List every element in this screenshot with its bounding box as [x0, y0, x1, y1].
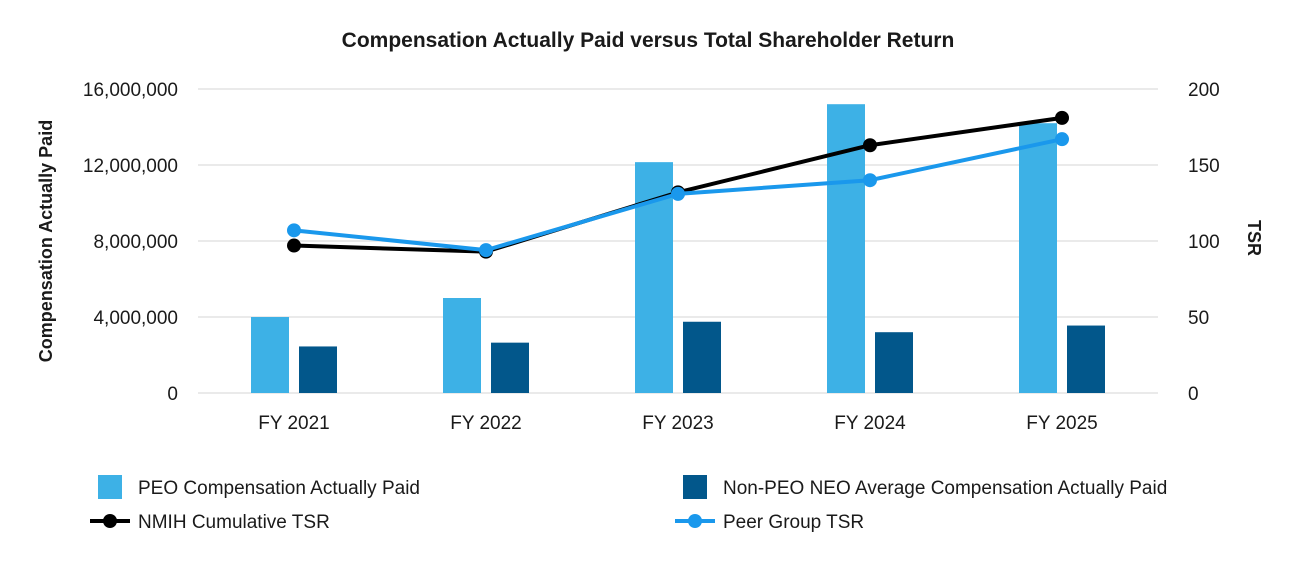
- bar-non-peo: [875, 332, 913, 393]
- legend-label: NMIH Cumulative TSR: [138, 512, 330, 533]
- y2-tick-label: 50: [1188, 308, 1209, 329]
- point-peer-tsr: [863, 173, 877, 188]
- y-tick-label: 4,000,000: [93, 308, 178, 329]
- chart-title: Compensation Actually Paid versus Total …: [342, 29, 955, 52]
- y-axis-title: Compensation Actually Paid: [36, 120, 56, 362]
- x-tick-label: FY 2022: [450, 413, 521, 434]
- point-nmih-tsr: [863, 138, 877, 153]
- legend-label: Non-PEO NEO Average Compensation Actuall…: [723, 478, 1167, 499]
- y-tick-label: 12,000,000: [83, 156, 178, 177]
- bar-non-peo: [683, 321, 721, 393]
- y2-tick-label: 150: [1188, 156, 1220, 177]
- point-peer-tsr: [479, 243, 493, 258]
- point-nmih-tsr: [1055, 110, 1069, 125]
- gridlines: [198, 88, 1158, 394]
- y-tick-label: 16,000,000: [83, 80, 178, 101]
- x-tick-label: FY 2025: [1026, 413, 1097, 434]
- x-tick-label: FY 2021: [258, 413, 329, 434]
- bar-non-peo: [1067, 325, 1105, 393]
- point-nmih-tsr: [287, 238, 301, 253]
- point-peer-tsr: [1055, 132, 1069, 147]
- y2-tick-label: 100: [1188, 232, 1220, 253]
- y2-tick-label: 200: [1188, 80, 1220, 101]
- legend-swatch: [683, 475, 707, 499]
- legend-swatch: [98, 475, 122, 499]
- bar-peo: [1019, 123, 1057, 393]
- x-tick-label: FY 2024: [834, 413, 906, 434]
- legend-marker: [103, 514, 117, 528]
- y-tick-label: 0: [167, 384, 178, 405]
- bar-non-peo: [491, 342, 529, 393]
- y2-tick-label: 0: [1188, 384, 1199, 405]
- bar-peo: [251, 317, 289, 393]
- legend-marker: [688, 514, 702, 528]
- bar-peo: [443, 298, 481, 393]
- x-tick-label: FY 2023: [642, 413, 713, 434]
- bars: [251, 104, 1105, 393]
- legend: PEO Compensation Actually Paid Non-PEO NE…: [90, 475, 1167, 533]
- bar-non-peo: [299, 346, 337, 393]
- y2-axis-title: TSR: [1244, 220, 1264, 256]
- line-nmih-tsr: [293, 115, 1063, 254]
- lines: [287, 110, 1069, 259]
- legend-label: Peer Group TSR: [723, 512, 864, 533]
- legend-label: PEO Compensation Actually Paid: [138, 478, 420, 499]
- y-tick-label: 8,000,000: [93, 232, 178, 253]
- point-peer-tsr: [287, 223, 301, 238]
- point-peer-tsr: [671, 186, 685, 201]
- axis-labels: 0 4,000,000 8,000,000 12,000,000 16,000,000 0…: [83, 80, 1220, 434]
